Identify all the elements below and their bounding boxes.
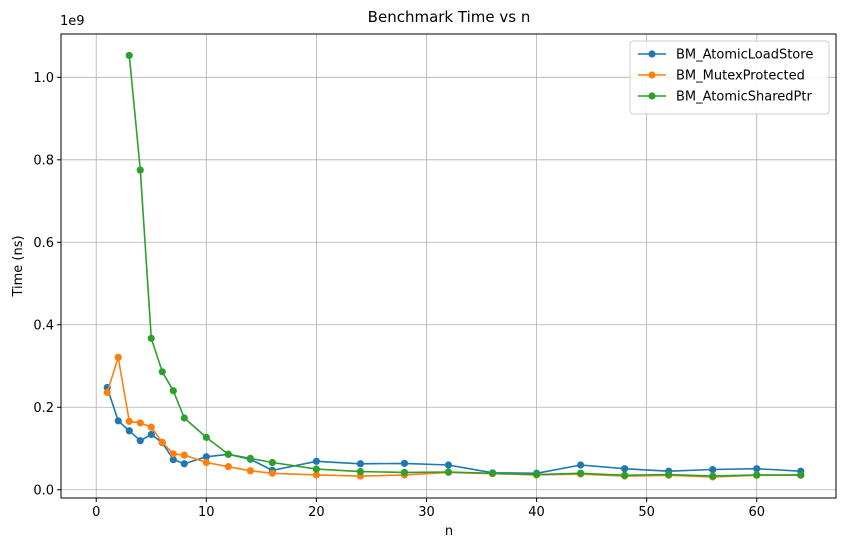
y-ticks: 0.0 0.2 0.4 0.6 0.8 1.0	[33, 71, 61, 498]
data-point	[158, 368, 166, 376]
x-axis-label: n	[445, 524, 453, 539]
data-point	[169, 456, 177, 464]
legend-entry: BM_MutexProtected	[638, 69, 805, 84]
data-point	[246, 454, 254, 463]
data-point	[621, 465, 629, 473]
series-group	[103, 51, 805, 481]
y-tick-label: 0.4	[33, 318, 54, 333]
plot-frame	[60, 33, 837, 499]
data-point	[147, 423, 155, 431]
data-point	[202, 453, 210, 461]
series-BM_AtomicSharedPtr	[125, 51, 805, 480]
data-point	[180, 414, 188, 422]
data-point	[621, 471, 629, 479]
x-ticks: 0 10 20 30 40 50 60	[92, 498, 765, 520]
data-point	[665, 470, 673, 479]
data-point	[577, 469, 585, 477]
data-point	[136, 437, 144, 445]
series-line	[106, 387, 801, 475]
data-point	[312, 457, 320, 465]
data-point	[268, 469, 276, 477]
legend: BM_AtomicLoadStore BM_MutexProtected BM_At…	[629, 40, 830, 115]
data-point	[136, 419, 144, 427]
legend-label: BM_AtomicLoadStore	[676, 48, 813, 63]
data-point	[356, 460, 365, 468]
data-point	[444, 461, 453, 469]
data-point	[444, 468, 453, 476]
data-point	[400, 459, 409, 467]
data-point	[125, 51, 133, 60]
x-tick-label: 0	[92, 505, 100, 520]
data-point	[147, 334, 155, 342]
chart-title: Benchmark Time vs n	[368, 8, 531, 26]
data-point	[356, 468, 365, 476]
data-point	[147, 430, 155, 439]
data-point	[400, 468, 409, 477]
data-point	[114, 417, 122, 425]
legend-label: BM_AtomicSharedPtr	[676, 90, 812, 105]
x-tick-label: 20	[308, 505, 325, 520]
legend-entry: BM_AtomicSharedPtr	[638, 90, 812, 105]
y-tick-label: 1.0	[33, 71, 54, 86]
data-point	[488, 469, 497, 477]
data-point	[312, 465, 320, 473]
data-point	[169, 450, 177, 458]
legend-label: BM_MutexProtected	[676, 69, 805, 84]
data-point	[180, 451, 188, 459]
data-point	[180, 460, 188, 468]
data-point	[158, 438, 166, 446]
y-offset-label: 1e9	[60, 14, 85, 29]
data-point	[169, 387, 177, 395]
x-tick-label: 50	[638, 505, 655, 520]
data-point	[224, 450, 232, 458]
series-BM_MutexProtected	[103, 353, 805, 481]
data-point	[103, 388, 111, 397]
data-point	[532, 470, 541, 479]
data-point	[136, 166, 144, 174]
legend-marker	[648, 50, 656, 58]
series-line	[106, 356, 801, 478]
data-point	[753, 471, 761, 479]
series-line	[128, 55, 801, 477]
data-point	[114, 353, 122, 361]
y-tick-label: 0.8	[33, 153, 54, 168]
data-point	[246, 467, 254, 475]
data-point	[202, 458, 210, 467]
data-point	[753, 465, 761, 473]
data-point	[125, 427, 133, 435]
y-tick-label: 0.0	[33, 483, 54, 498]
data-point	[224, 463, 232, 471]
data-point	[577, 461, 585, 469]
x-tick-label: 30	[418, 505, 435, 520]
data-point	[797, 471, 805, 479]
legend-box	[629, 40, 830, 115]
data-point	[709, 472, 717, 480]
y-tick-label: 0.2	[33, 401, 54, 416]
y-tick-label: 0.6	[33, 236, 54, 251]
data-point	[312, 471, 320, 479]
data-point	[709, 465, 717, 474]
data-point	[268, 458, 276, 467]
y-axis-label: Time (ns)	[11, 235, 26, 297]
data-point	[202, 433, 210, 441]
legend-marker	[648, 92, 656, 100]
x-tick-label: 40	[528, 505, 545, 520]
data-point	[125, 417, 133, 425]
x-tick-label: 10	[198, 505, 215, 520]
legend-marker	[648, 71, 656, 79]
legend-entry: BM_AtomicLoadStore	[638, 48, 813, 63]
x-tick-label: 60	[748, 505, 765, 520]
